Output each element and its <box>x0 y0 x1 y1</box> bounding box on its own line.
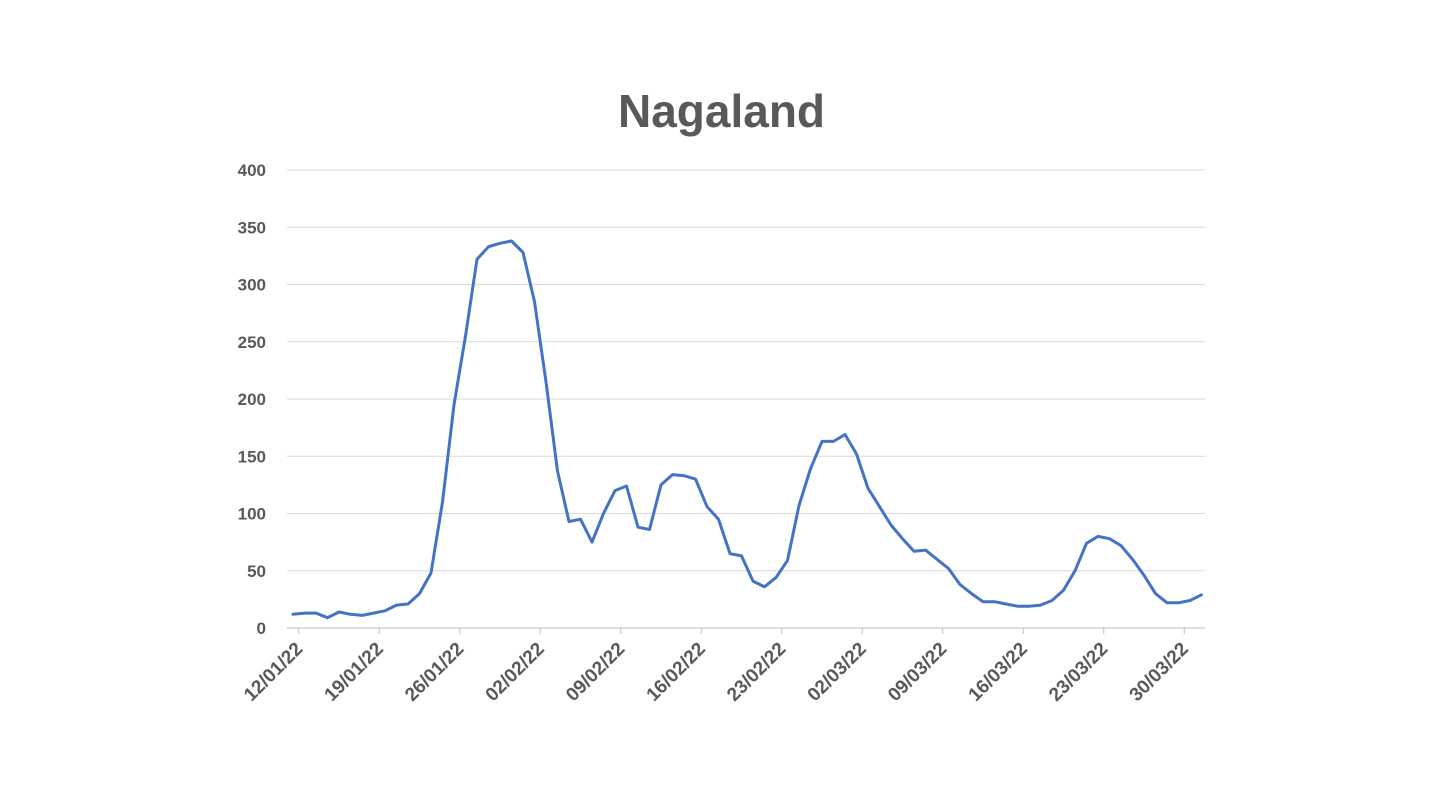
y-tick-label: 50 <box>247 562 266 581</box>
y-tick-label: 150 <box>238 447 266 466</box>
x-tick-label: 02/03/22 <box>804 639 871 706</box>
x-tick-label: 12/01/22 <box>240 639 307 706</box>
y-tick-label: 250 <box>238 333 266 352</box>
x-tick-label: 23/03/22 <box>1045 639 1112 706</box>
x-tick-label: 02/02/22 <box>482 639 549 706</box>
grid-lines <box>287 169 1205 572</box>
y-tick-label: 300 <box>238 276 266 295</box>
x-tick-label: 09/02/22 <box>562 639 629 706</box>
x-tick-label: 23/02/22 <box>723 639 790 706</box>
series-group <box>291 239 1203 620</box>
x-tick-label: 16/02/22 <box>643 639 710 706</box>
x-tick-label: 26/01/22 <box>401 639 468 706</box>
y-tick-label: 350 <box>238 218 266 237</box>
x-tick-label: 19/01/22 <box>321 639 388 706</box>
y-tick-label: 100 <box>238 505 266 524</box>
y-axis-tick-labels: 0 50 100 150 200 250 300 350 400 <box>238 161 266 638</box>
x-axis <box>287 627 1205 634</box>
chart-title: Nagaland <box>617 85 826 137</box>
series-line <box>291 239 1203 620</box>
x-tick-label: 30/03/22 <box>1126 639 1193 706</box>
y-tick-label: 200 <box>238 390 266 409</box>
x-axis-tick-labels: 12/01/22 19/01/22 26/01/22 02/02/22 09/02/22… <box>240 639 1193 706</box>
x-tick-label: 16/03/22 <box>965 639 1032 706</box>
x-tick-label: 09/03/22 <box>884 639 951 706</box>
y-tick-label: 400 <box>238 161 266 180</box>
y-tick-label: 0 <box>257 619 266 638</box>
